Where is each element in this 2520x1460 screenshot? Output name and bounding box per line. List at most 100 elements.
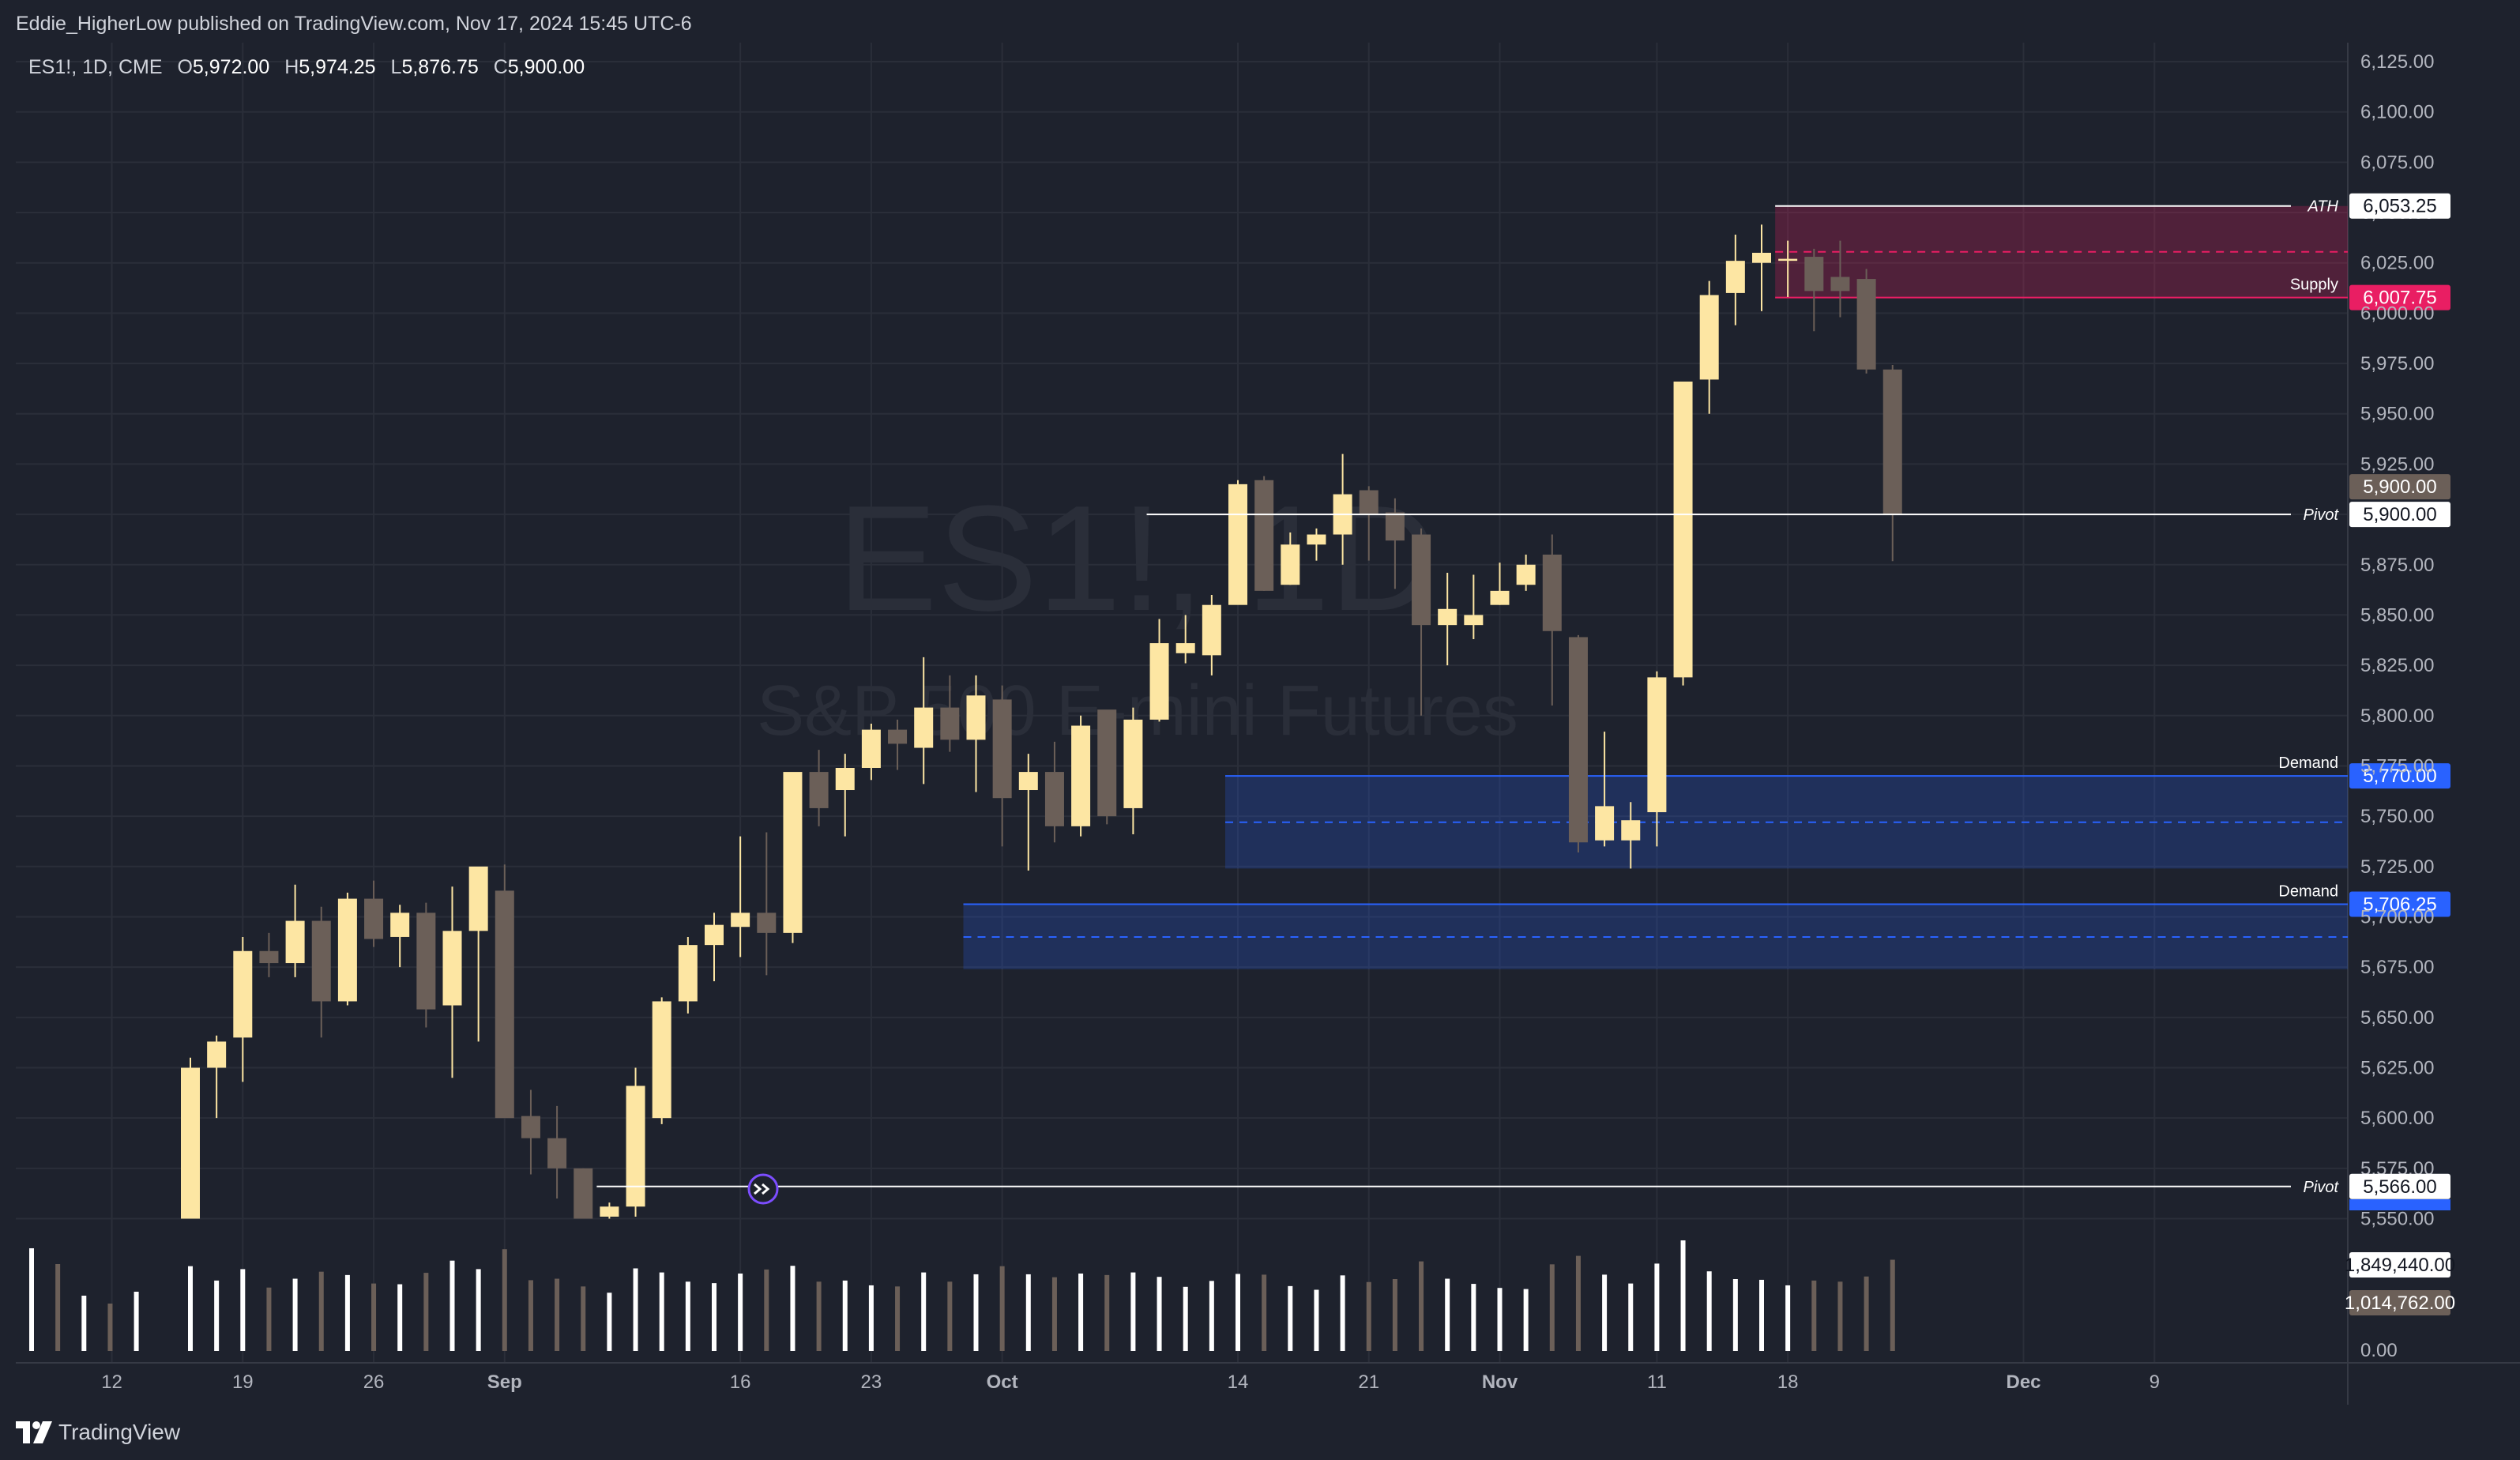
ohlc-legend: ES1!, 1D, CME O5,972.00 H5,974.25 L5,876… <box>28 56 585 78</box>
volume-bar <box>1732 1279 1738 1351</box>
price-tick-label: 5,800.00 <box>2360 706 2434 727</box>
candle-body <box>992 699 1012 799</box>
volume-bar <box>868 1285 874 1351</box>
volume-bar <box>973 1274 979 1351</box>
price-tick-label: 5,875.00 <box>2360 555 2434 576</box>
volume-bar <box>581 1286 586 1351</box>
candle-body <box>966 695 986 740</box>
volume-bar <box>1104 1274 1110 1351</box>
plot-background <box>16 43 2348 1405</box>
zone-price-tag-bg <box>2349 763 2450 789</box>
candle-body <box>1542 555 1562 631</box>
zone-price-tag: 5,706.25 <box>2363 894 2436 916</box>
volume-bar <box>318 1271 324 1351</box>
legend-low: 5,876.75 <box>401 56 478 78</box>
candle-body <box>1490 590 1510 605</box>
legend-symbol: ES1!, 1D, CME <box>28 56 163 78</box>
price-tick-label: 6,000.00 <box>2360 303 2434 324</box>
volume-bar <box>1051 1277 1057 1351</box>
level-price-tag-bg <box>2349 193 2450 219</box>
price-tick-label: 5,950.00 <box>2360 404 2434 425</box>
volume-bar <box>1236 1274 1240 1351</box>
volume-bar <box>423 1273 429 1351</box>
svg-text:ES1!, 1D, CME O5,972.0: ES1!, 1D, CME O5,972.00 H5,974.25 L5,876… <box>28 56 585 78</box>
time-tick-label: Sep <box>487 1372 522 1393</box>
candle-body <box>626 1086 645 1207</box>
volume-bar <box>1680 1240 1686 1351</box>
price-axis[interactable]: 6,007.75 5,770.00 5,706.25 6,125.00 6,100.00… <box>2345 51 2455 1361</box>
volume-bar <box>1471 1284 1476 1351</box>
time-axis[interactable]: 12 19 26 Sep 16 23 Oct 14 21 Nov 11 18 Dec 9 <box>101 1372 2160 1393</box>
candle-body <box>835 767 855 791</box>
volume-bar <box>685 1281 690 1351</box>
volume-tag-bg <box>2349 1252 2450 1278</box>
volume-bar <box>1288 1285 1293 1351</box>
price-tick-label: 5,825.00 <box>2360 655 2434 676</box>
last-price-tag: 5,900.00 <box>2363 476 2436 498</box>
volume-bar <box>1445 1278 1450 1351</box>
candles <box>181 224 1902 1219</box>
level-label: Pivot <box>2304 506 2340 524</box>
volume-bar <box>1654 1263 1660 1351</box>
level-price-tag-bg <box>2349 1173 2450 1199</box>
candle-body <box>285 920 305 964</box>
price-tick-label: 6,075.00 <box>2360 152 2434 173</box>
zone-label: Supply <box>2290 277 2338 294</box>
candle-body <box>1647 677 1667 813</box>
tradingview-logo-icon <box>16 1421 52 1443</box>
candle-body <box>1281 544 1300 585</box>
candle-body <box>1097 709 1117 817</box>
candle-body <box>1882 369 1902 515</box>
volume-bar <box>712 1283 717 1351</box>
zones: Supply Demand Demand <box>963 205 2348 969</box>
volume-bar <box>107 1304 113 1351</box>
volume-bar <box>738 1274 743 1351</box>
volume-bar <box>764 1269 769 1351</box>
volume-bar <box>29 1248 34 1351</box>
candle-body <box>1673 381 1693 678</box>
volume-bar <box>1262 1274 1267 1351</box>
candle-body <box>495 890 514 1119</box>
volume-bar <box>55 1264 61 1351</box>
volume-bar <box>895 1286 901 1351</box>
zone-label: Demand <box>2278 883 2338 901</box>
volume-bar <box>633 1268 638 1351</box>
volume-bar <box>921 1272 927 1351</box>
volume-bar <box>1078 1274 1084 1351</box>
volume-bar <box>1209 1281 1214 1351</box>
candle-body <box>678 945 698 1002</box>
time-tick-label: 11 <box>1647 1372 1667 1393</box>
volume-bar <box>607 1293 612 1351</box>
volume-bar <box>1706 1271 1712 1351</box>
volume-bar <box>1575 1255 1581 1351</box>
candle-body <box>1725 261 1745 293</box>
candle-body <box>1254 480 1274 591</box>
candle-body <box>1202 604 1221 656</box>
zone-price-tag: 5,770.00 <box>2363 766 2436 787</box>
volume-bar <box>528 1280 533 1351</box>
candle-body <box>1228 484 1247 605</box>
price-chart[interactable]: ES1!, 1D S&P 500 E-mini Futures SupplyDe… <box>0 0 2520 1405</box>
level-price-tag-bg <box>2349 502 2450 528</box>
volume-zero-label: 0.00 <box>2360 1340 2398 1361</box>
candle-body <box>600 1206 619 1217</box>
zone-price-tag-bg <box>2349 284 2450 310</box>
price-tick-label: 5,625.00 <box>2360 1058 2434 1079</box>
volume-bar <box>999 1266 1005 1351</box>
time-tick-label: 12 <box>101 1372 122 1393</box>
volume-bar <box>816 1281 822 1351</box>
levels: ATH Pivot Pivot <box>596 198 2339 1196</box>
legend-close: 5,900.00 <box>508 56 585 78</box>
candle-body <box>1175 643 1195 653</box>
level-label: ATH <box>2307 198 2338 216</box>
time-tick-label: Dec <box>2006 1372 2040 1393</box>
candle-body <box>364 898 384 939</box>
replay-icon[interactable] <box>747 1173 779 1205</box>
time-tick-label: 18 <box>1777 1372 1799 1393</box>
candle-body <box>652 1001 671 1119</box>
volume-bar <box>1549 1264 1555 1351</box>
zone-price-tag-bg <box>2349 891 2450 917</box>
candle-body <box>1804 257 1824 292</box>
candle-body <box>940 707 960 740</box>
time-tick-label: 14 <box>1228 1372 1249 1393</box>
